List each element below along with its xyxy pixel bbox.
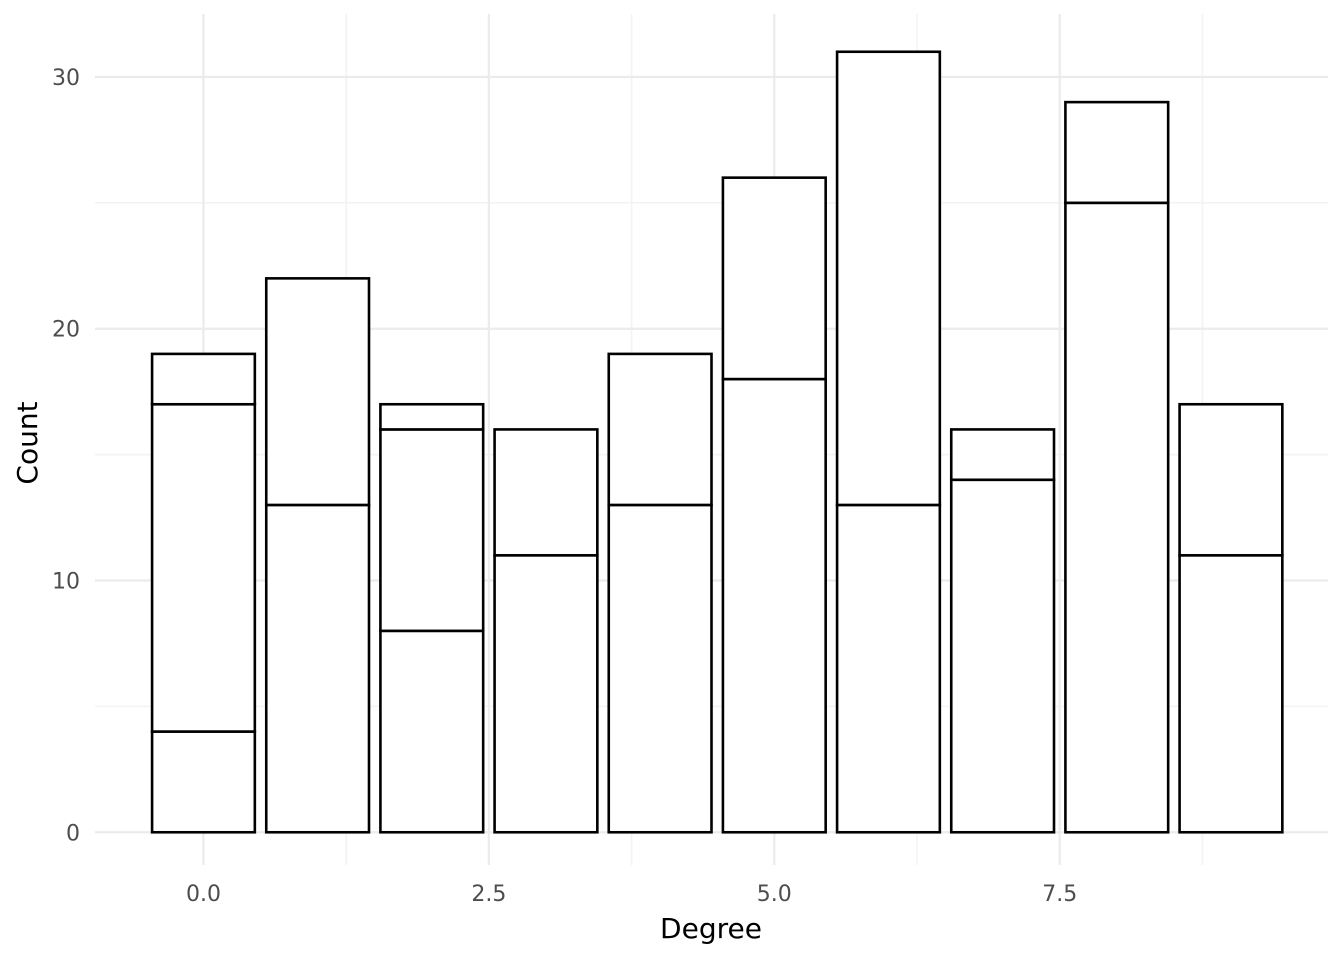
bar-segment — [835, 503, 942, 834]
bar-stack — [379, 402, 485, 834]
bar-stack — [721, 176, 827, 834]
bar-segment — [1064, 201, 1170, 834]
bar-segment — [379, 402, 485, 431]
y-axis-ticks: 0 10 20 30 — [52, 66, 80, 846]
bar-segment — [150, 730, 257, 834]
bar-stack — [493, 428, 599, 834]
bar-segment — [493, 554, 599, 834]
y-tick-label: 0 — [66, 821, 80, 846]
bar-segment — [1064, 100, 1170, 205]
bar-segment — [835, 50, 942, 507]
bar-stack — [949, 428, 1056, 834]
bar-stack — [150, 352, 257, 834]
y-tick-label: 10 — [52, 569, 80, 594]
bar-stack — [264, 277, 371, 834]
bar-segment — [150, 402, 257, 733]
bars — [150, 50, 1284, 834]
bar-segment — [264, 503, 371, 834]
bar-segment — [607, 352, 713, 507]
bar-segment — [721, 176, 827, 381]
x-axis-ticks: 0.0 2.5 5.0 7.5 — [186, 882, 1077, 907]
x-tick-label: 5.0 — [757, 882, 792, 907]
bar-segment — [379, 629, 485, 834]
bar-segment — [1178, 554, 1284, 834]
y-tick-label: 20 — [52, 318, 80, 343]
bar-segment — [493, 428, 599, 557]
bar-segment — [949, 478, 1056, 834]
bar-segment — [949, 428, 1056, 482]
bar-stack — [1064, 100, 1170, 834]
bar-segment — [607, 503, 713, 834]
bar-stack — [835, 50, 942, 834]
y-axis-title: Count — [11, 401, 44, 484]
x-tick-label: 7.5 — [1042, 882, 1077, 907]
x-tick-label: 2.5 — [471, 882, 506, 907]
bar-segment — [150, 352, 257, 406]
x-axis-title: Degree — [660, 912, 762, 945]
y-tick-label: 30 — [52, 66, 80, 91]
bar-stack — [607, 352, 713, 834]
bar-segment — [1178, 402, 1284, 557]
bar-segment — [721, 377, 827, 834]
bar-stack — [1178, 402, 1284, 834]
x-tick-label: 0.0 — [186, 882, 221, 907]
bar-segment — [379, 428, 485, 633]
bar-segment — [264, 277, 371, 507]
